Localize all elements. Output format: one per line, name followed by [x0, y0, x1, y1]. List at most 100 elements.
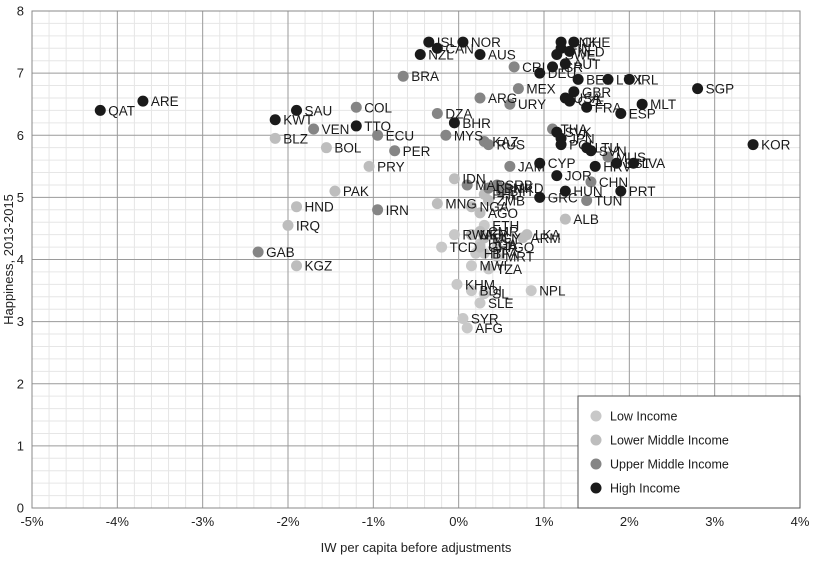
point-label: GBR: [582, 85, 612, 100]
data-point: [559, 213, 571, 225]
data-point: [585, 145, 597, 157]
data-point: [611, 157, 623, 169]
point-label: NPL: [539, 284, 566, 299]
data-point: [291, 260, 303, 272]
data-point: [478, 288, 490, 300]
data-point: [581, 194, 593, 206]
point-label: SLE: [488, 296, 514, 311]
data-point: [329, 185, 341, 197]
data-point: [451, 278, 463, 290]
point-label: VEN: [322, 122, 350, 137]
data-point: [478, 232, 490, 244]
data-point: [269, 132, 281, 144]
data-point: [474, 207, 486, 219]
point-label: LUX: [616, 72, 642, 87]
point-label: PHL: [492, 187, 519, 202]
data-point: [564, 45, 576, 57]
data-point: [350, 120, 362, 132]
x-tick-label: -2%: [276, 514, 300, 529]
point-label: RWA: [462, 228, 493, 243]
data-point: [308, 123, 320, 135]
point-label: JPN: [569, 131, 595, 146]
data-points: [94, 36, 759, 334]
legend-marker: [590, 458, 602, 470]
point-label: JOR: [565, 169, 592, 184]
point-label: MNG: [445, 197, 477, 212]
point-label: TZA: [497, 262, 523, 277]
y-axis-title: Happiness, 2013-2015: [1, 194, 16, 325]
data-point: [692, 83, 704, 95]
point-label: GAB: [266, 245, 295, 260]
data-point: [448, 229, 460, 241]
point-label: CYP: [548, 156, 576, 171]
data-point: [372, 129, 384, 141]
y-tick-label: 5: [17, 190, 24, 205]
point-label: KWT: [283, 113, 313, 128]
point-label: SVN: [599, 144, 627, 159]
point-label: DNK: [569, 35, 598, 50]
point-label: KOR: [761, 138, 791, 153]
point-label: AFG: [475, 321, 503, 336]
point-label: HRV: [603, 159, 631, 174]
data-point: [568, 36, 580, 48]
data-point: [474, 48, 486, 60]
point-label: CHE: [582, 35, 611, 50]
point-label: UGA: [488, 237, 517, 252]
y-tick-label: 6: [17, 128, 24, 143]
data-point: [534, 67, 546, 79]
point-label: KAZ: [492, 134, 518, 149]
point-label: LVA: [642, 156, 666, 171]
data-point: [414, 48, 426, 60]
data-point: [551, 48, 563, 60]
data-point: [448, 173, 460, 185]
point-label: BOL: [334, 141, 362, 156]
point-label: AUT: [573, 57, 600, 72]
data-point: [423, 36, 435, 48]
point-label: IRQ: [296, 218, 320, 233]
data-point: [461, 322, 473, 334]
point-label: SRB: [505, 178, 533, 193]
point-label: GHA: [488, 240, 517, 255]
point-label: KGZ: [305, 259, 333, 274]
point-label: FRA: [595, 100, 622, 115]
point-label: MEX: [526, 82, 555, 97]
point-label: MKD: [514, 181, 544, 196]
data-point: [585, 176, 597, 188]
legend-label: Low Income: [610, 410, 677, 424]
data-point: [517, 232, 529, 244]
data-point: [615, 108, 627, 120]
x-axis-ticks: -5% -4% -3% -2% -1% 0% 1% 2% 3% 4%: [20, 514, 809, 529]
data-point: [483, 139, 495, 151]
y-tick-label: 3: [17, 314, 24, 329]
data-point: [512, 83, 524, 95]
point-label: USA: [573, 91, 601, 106]
data-point: [431, 198, 443, 210]
data-point: [568, 86, 580, 98]
point-label: ARM: [531, 231, 561, 246]
point-label: IRL: [637, 72, 659, 87]
data-point: [555, 139, 567, 151]
data-point: [534, 191, 546, 203]
data-point: [372, 204, 384, 216]
point-label: EST: [625, 156, 651, 171]
point-label: ISL: [437, 35, 458, 50]
x-tick-label: -1%: [362, 514, 386, 529]
data-point: [431, 42, 443, 54]
data-point: [636, 98, 648, 110]
y-tick-label: 7: [17, 66, 24, 81]
data-point: [564, 95, 576, 107]
point-label: CMR: [488, 225, 519, 240]
data-point: [320, 142, 332, 154]
data-point: [572, 73, 584, 85]
data-point: [504, 160, 516, 172]
point-label: FIN: [569, 41, 591, 56]
data-point: [457, 36, 469, 48]
data-point: [483, 194, 495, 206]
point-label: SAU: [305, 103, 333, 118]
point-label: THA: [561, 122, 588, 137]
point-label: MLT: [650, 97, 676, 112]
data-point: [495, 185, 507, 197]
